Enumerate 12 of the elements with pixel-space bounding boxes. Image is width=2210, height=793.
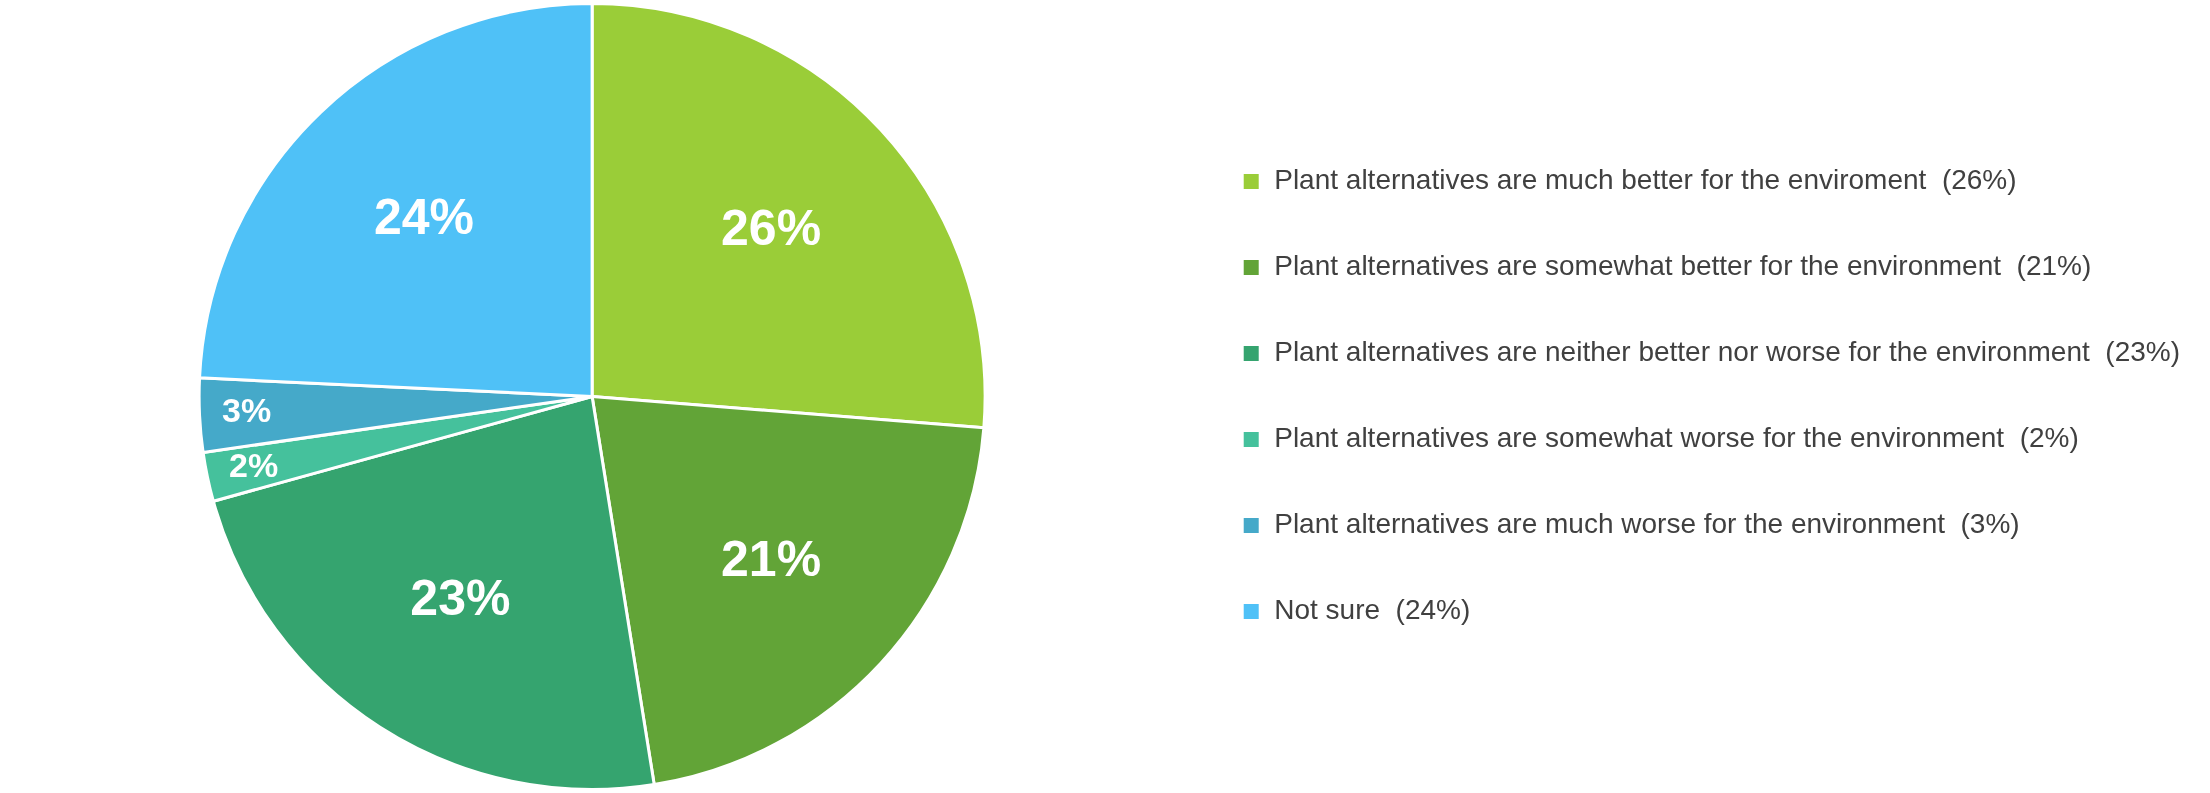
data-label: 2% — [229, 445, 279, 484]
legend-label: Not sure (24%) — [1274, 594, 1471, 626]
data-label: 3% — [222, 391, 272, 430]
data-label: 26% — [721, 199, 822, 256]
data-label: 23% — [410, 570, 511, 627]
legend-label: Plant alternatives are much worse for the environment (3%) — [1274, 508, 2020, 540]
legend-label: Plant alternatives are much better for the enviroment (26%) — [1274, 164, 2017, 196]
legend-label: Plant alternatives are somewhat better for the environment (21%) — [1274, 250, 2092, 282]
legend-label: Plant alternatives are neither better nor worse for the environment (23%) — [1274, 336, 2181, 368]
legend-label: Plant alternatives are somewhat worse for the environment (2%) — [1274, 422, 2079, 454]
data-label: 24% — [373, 188, 474, 245]
data-label: 21% — [721, 530, 822, 587]
